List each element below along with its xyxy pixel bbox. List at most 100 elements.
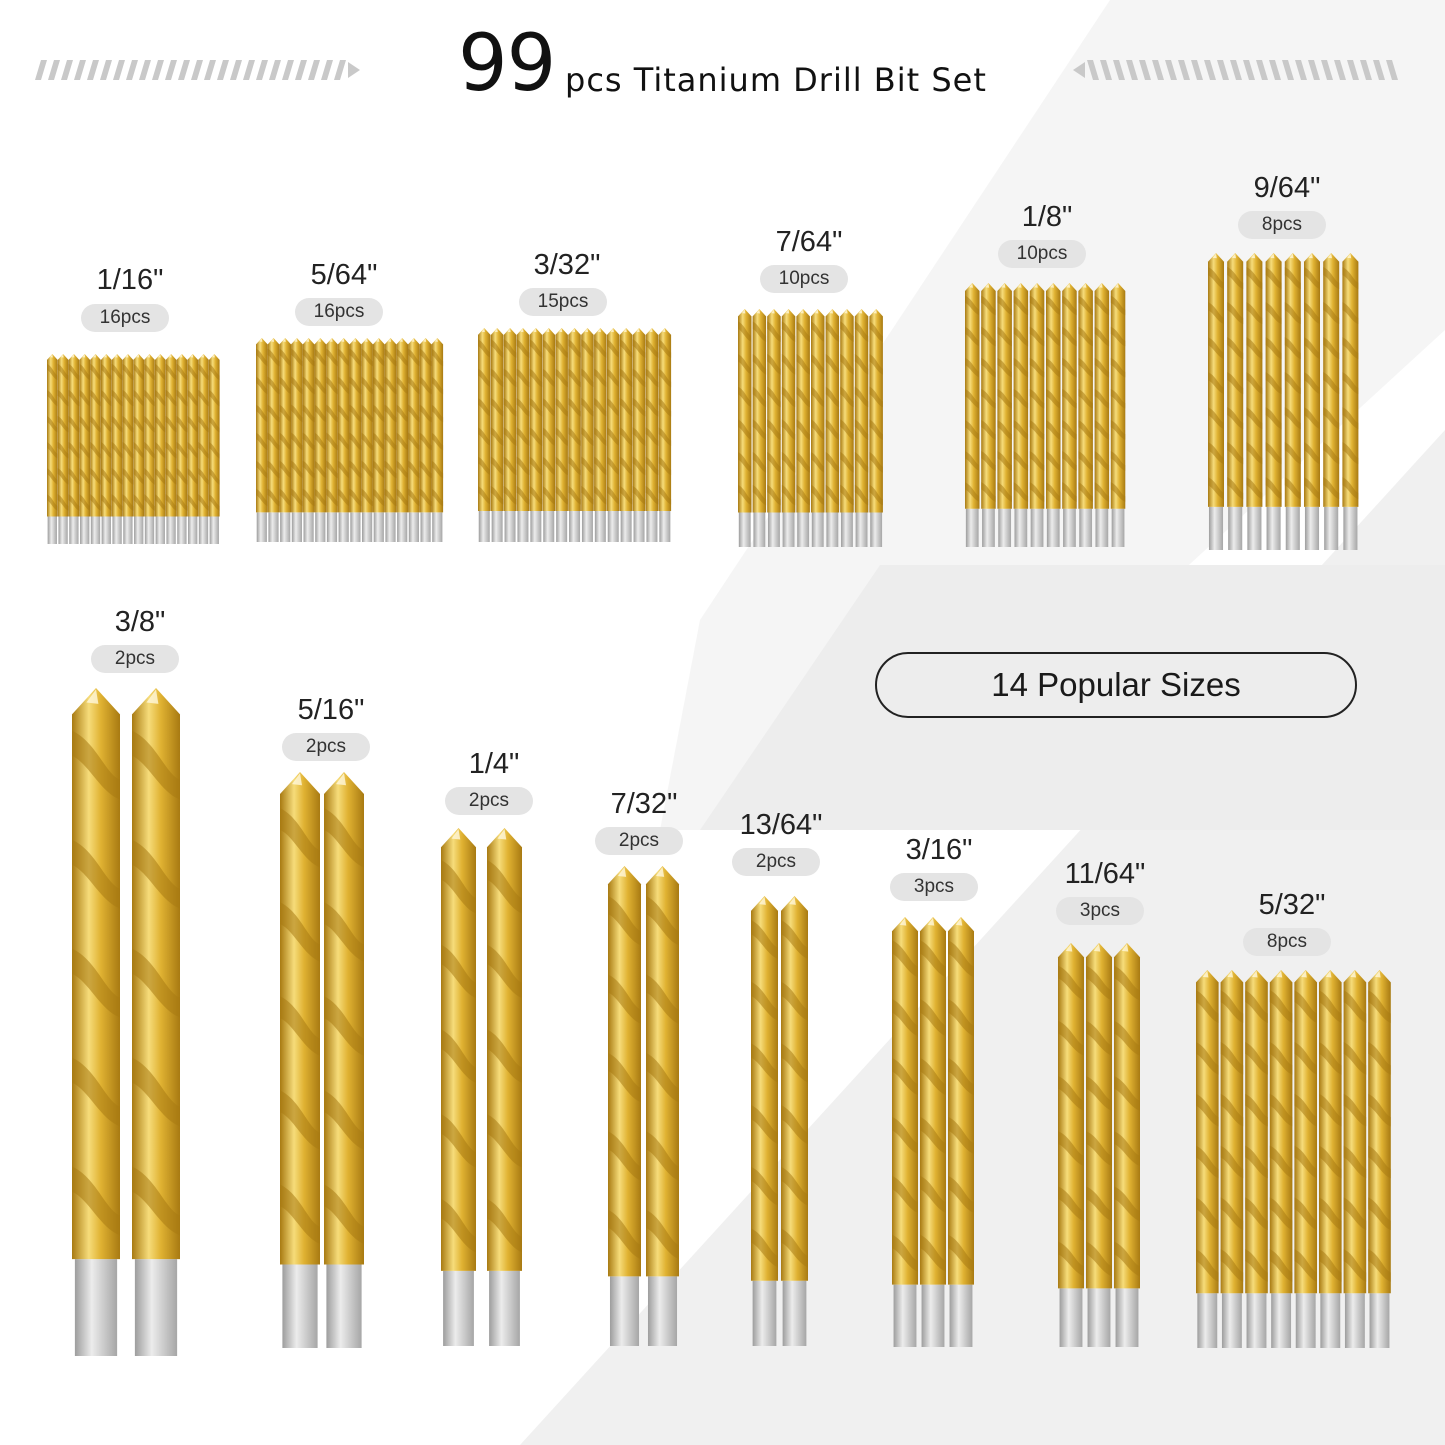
drill-bit [101, 354, 112, 544]
left-arrow-decoration [35, 60, 360, 80]
drill-bit [646, 866, 679, 1346]
drill-bit [594, 328, 607, 542]
count-pill-3-8: 2pcs [91, 645, 179, 673]
drill-bit [619, 328, 633, 542]
size-label-5-16: 5/16" [297, 694, 365, 726]
drill-bit [256, 338, 268, 542]
drill-bit [267, 338, 280, 542]
drill-bit [1046, 283, 1061, 547]
drill-bit [72, 688, 120, 1356]
drill-bit [1114, 943, 1140, 1347]
drill-bit [111, 354, 123, 544]
drill-bit [209, 354, 220, 544]
drill-bit [516, 328, 530, 542]
drill-bit [608, 866, 641, 1346]
title: 99 pcs Titanium Drill Bit Set [0, 22, 1445, 112]
right-arrow-decoration [1073, 60, 1398, 80]
drill-bit [1269, 970, 1293, 1348]
count-pill-1-4: 2pcs [445, 787, 533, 815]
drill-bit [187, 354, 198, 544]
drill-bit [607, 328, 620, 542]
drill-bit [431, 338, 444, 542]
drill-bits-7-32 [608, 866, 679, 1346]
count-pill-1-16: 16pcs [81, 304, 169, 332]
popular-sizes-badge: 14 Popular Sizes [875, 652, 1357, 718]
drill-bit [155, 354, 166, 544]
drill-bit [57, 354, 69, 544]
drill-bit [767, 309, 781, 547]
drill-bit [349, 338, 362, 542]
size-label-3-8: 3/8" [114, 606, 166, 638]
drill-bit [441, 828, 476, 1346]
drill-bits-5-64 [256, 338, 444, 542]
title-text: pcs Titanium Drill Bit Set [565, 61, 987, 99]
count-pill-5-32: 8pcs [1243, 928, 1331, 956]
count-pill-7-64: 10pcs [760, 265, 848, 293]
drill-bit [487, 828, 522, 1346]
drill-bits-1-16 [47, 354, 220, 544]
drill-bit [419, 338, 432, 542]
drill-bit [854, 309, 869, 547]
drill-bit [892, 917, 918, 1347]
drill-bit [529, 328, 543, 542]
count-pill-9-64: 8pcs [1238, 211, 1326, 239]
drill-bit [1208, 253, 1224, 550]
drill-bit [1220, 970, 1244, 1348]
drill-bit [811, 309, 825, 547]
drill-bit [658, 328, 672, 542]
drill-bit [825, 309, 840, 547]
drill-bit [1058, 943, 1084, 1347]
drill-bit [361, 338, 373, 542]
drill-bit [781, 309, 796, 547]
drill-bit [122, 354, 134, 544]
drill-bits-1-4 [441, 828, 522, 1346]
count-pill-13-64: 2pcs [732, 848, 820, 876]
size-label-7-32: 7/32" [610, 788, 678, 820]
drill-bit [176, 354, 188, 544]
drill-bit [1196, 970, 1219, 1348]
drill-bit [337, 338, 350, 542]
size-label-9-64: 9/64" [1253, 172, 1321, 204]
count-pill-5-16: 2pcs [282, 733, 370, 761]
drill-bits-5-32 [1196, 970, 1391, 1348]
drill-bits-11-64 [1058, 943, 1140, 1347]
count-pill-11-64: 3pcs [1056, 897, 1144, 925]
count-pill-7-32: 2pcs [595, 827, 683, 855]
drill-bit [90, 354, 101, 544]
drill-bit [1078, 283, 1093, 547]
drill-bit [198, 354, 209, 544]
drill-bit [1265, 253, 1282, 550]
drill-bit [568, 328, 581, 542]
drill-bit [840, 309, 854, 547]
drill-bit [645, 328, 659, 542]
size-label-11-64: 11/64" [1064, 858, 1146, 890]
drill-bit [79, 354, 90, 544]
size-label-5-32: 5/32" [1258, 889, 1326, 921]
drill-bit [1062, 283, 1077, 547]
size-label-7-64: 7/64" [775, 226, 843, 258]
drill-bit [1013, 283, 1029, 547]
drill-bit [1368, 970, 1391, 1348]
size-label-1-16: 1/16" [96, 264, 164, 296]
size-label-3-32: 3/32" [533, 249, 601, 281]
drill-bit [781, 896, 808, 1346]
drill-bit [302, 338, 315, 542]
drill-bit [555, 328, 568, 542]
drill-bit [291, 338, 303, 542]
drill-bit [581, 328, 594, 542]
drill-bits-3-16 [892, 917, 974, 1347]
drill-bit [1343, 970, 1367, 1348]
drill-bit [478, 328, 491, 542]
drill-bit [144, 354, 155, 544]
drill-bit [965, 283, 980, 547]
drill-bit [981, 283, 996, 547]
size-label-5-64: 5/64" [310, 259, 378, 291]
drill-bit [503, 328, 517, 542]
count-pill-3-16: 3pcs [890, 873, 978, 901]
drill-bit [396, 338, 408, 542]
drill-bit [1227, 253, 1244, 550]
drill-bit [948, 917, 974, 1347]
drill-bit [738, 309, 752, 547]
drill-bit [869, 309, 883, 547]
drill-bit [280, 772, 320, 1348]
